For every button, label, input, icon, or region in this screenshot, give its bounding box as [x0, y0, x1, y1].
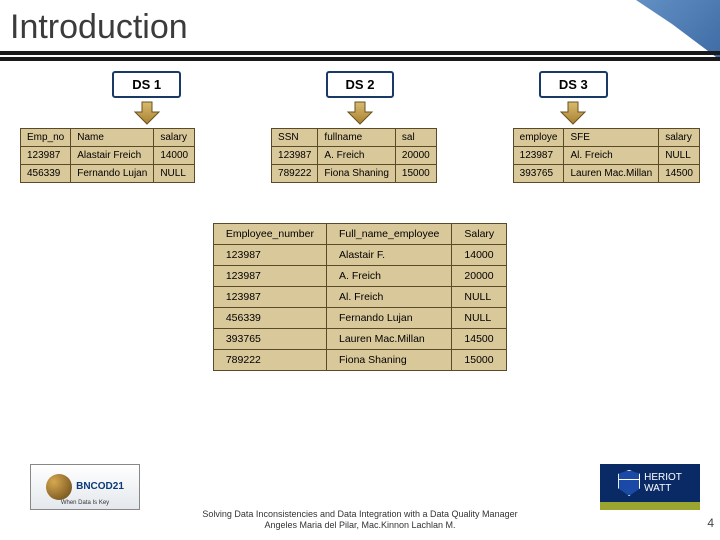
- cell: 14000: [452, 245, 507, 266]
- cell: NULL: [452, 287, 507, 308]
- down-arrow-icon: [346, 100, 374, 126]
- cell: NULL: [452, 308, 507, 329]
- col-header: SFE: [564, 129, 659, 147]
- merged-table: Employee_number Full_name_employee Salar…: [213, 223, 507, 371]
- table-row: 123987Al. FreichNULL: [213, 287, 506, 308]
- page-title: Introduction: [0, 0, 720, 51]
- cell: 123987: [213, 287, 326, 308]
- cell: Fernando Lujan: [326, 308, 451, 329]
- logo-left-text: BNCOD21: [76, 482, 124, 492]
- source-table-1: Emp_no Name salary 123987 Alastair Freic…: [20, 128, 195, 183]
- col-header: salary: [154, 129, 195, 147]
- cell: 789222: [272, 165, 318, 183]
- arrows-row: [0, 100, 720, 126]
- table-row: 789222 Fiona Shaning 15000: [272, 165, 437, 183]
- logo-left-sub: When Data Is Key: [31, 500, 139, 506]
- cell: 20000: [452, 266, 507, 287]
- title-double-rule: [0, 51, 720, 67]
- logo-right-line1: HERIOT: [644, 472, 682, 483]
- globe-icon: [46, 474, 72, 500]
- cell: 123987: [272, 147, 318, 165]
- col-header: Emp_no: [21, 129, 71, 147]
- col-header: Full_name_employee: [326, 224, 451, 245]
- col-header: employe: [513, 129, 564, 147]
- cell: Lauren Mac.Millan: [326, 329, 451, 350]
- cell: Fiona Shaning: [326, 350, 451, 371]
- cell: Lauren Mac.Millan: [564, 165, 659, 183]
- cell: 20000: [395, 147, 436, 165]
- cell: Alastair Freich: [71, 147, 154, 165]
- table-row: 393765Lauren Mac.Millan14500: [213, 329, 506, 350]
- shield-icon: [618, 470, 640, 496]
- cell: Fernando Lujan: [71, 165, 154, 183]
- col-header: salary: [659, 129, 700, 147]
- table-row: 123987 A. Freich 20000: [272, 147, 437, 165]
- source-labels-row: DS 1 DS 2 DS 3: [0, 71, 720, 98]
- col-header: Salary: [452, 224, 507, 245]
- table-row: 123987Alastair F.14000: [213, 245, 506, 266]
- cell: 123987: [213, 245, 326, 266]
- cell: NULL: [659, 147, 700, 165]
- col-header: fullname: [318, 129, 396, 147]
- footer-citation: Solving Data Inconsistencies and Data In…: [0, 509, 720, 532]
- cell: A. Freich: [318, 147, 396, 165]
- down-arrow-icon: [559, 100, 587, 126]
- table-row: 123987 Alastair Freich 14000: [21, 147, 195, 165]
- ds-box-3: DS 3: [539, 71, 608, 98]
- col-header: Name: [71, 129, 154, 147]
- footer-line2: Angeles Maria del Pilar, Mac.Kinnon Lach…: [0, 520, 720, 532]
- cell: A. Freich: [326, 266, 451, 287]
- merged-table-wrap: Employee_number Full_name_employee Salar…: [0, 223, 720, 371]
- cell: 14500: [659, 165, 700, 183]
- table-header-row: Employee_number Full_name_employee Salar…: [213, 224, 506, 245]
- table-row: 789222Fiona Shaning15000: [213, 350, 506, 371]
- cell: 123987: [513, 147, 564, 165]
- cell: 456339: [213, 308, 326, 329]
- cell: Alastair F.: [326, 245, 451, 266]
- cell: 393765: [213, 329, 326, 350]
- table-header-row: employe SFE salary: [513, 129, 699, 147]
- table-row: 123987 Al. Freich NULL: [513, 147, 699, 165]
- ds-box-1: DS 1: [112, 71, 181, 98]
- cell: 15000: [395, 165, 436, 183]
- table-row: 456339Fernando LujanNULL: [213, 308, 506, 329]
- source-table-3: employe SFE salary 123987 Al. Freich NUL…: [513, 128, 700, 183]
- cell: 789222: [213, 350, 326, 371]
- cell: 123987: [21, 147, 71, 165]
- table-header-row: SSN fullname sal: [272, 129, 437, 147]
- cell: Fiona Shaning: [318, 165, 396, 183]
- cell: NULL: [154, 165, 195, 183]
- ds-box-2: DS 2: [326, 71, 395, 98]
- col-header: SSN: [272, 129, 318, 147]
- cell: 14500: [452, 329, 507, 350]
- heriot-watt-logo: HERIOT WATT: [600, 464, 700, 510]
- col-header: sal: [395, 129, 436, 147]
- logo-right-text: HERIOT WATT: [644, 472, 682, 494]
- table-row: 456339 Fernando Lujan NULL: [21, 165, 195, 183]
- cell: 456339: [21, 165, 71, 183]
- source-table-2: SSN fullname sal 123987 A. Freich 20000 …: [271, 128, 437, 183]
- cell: Al. Freich: [326, 287, 451, 308]
- table-row: 123987A. Freich20000: [213, 266, 506, 287]
- footer-line1: Solving Data Inconsistencies and Data In…: [0, 509, 720, 521]
- down-arrow-icon: [133, 100, 161, 126]
- table-header-row: Emp_no Name salary: [21, 129, 195, 147]
- table-row: 393765 Lauren Mac.Millan 14500: [513, 165, 699, 183]
- cell: 15000: [452, 350, 507, 371]
- logo-right-line2: WATT: [644, 483, 682, 494]
- page-number: 4: [707, 516, 714, 530]
- cell: 393765: [513, 165, 564, 183]
- cell: Al. Freich: [564, 147, 659, 165]
- bncod-logo: BNCOD21 When Data Is Key: [30, 464, 140, 510]
- cell: 123987: [213, 266, 326, 287]
- col-header: Employee_number: [213, 224, 326, 245]
- source-tables-row: Emp_no Name salary 123987 Alastair Freic…: [0, 128, 720, 183]
- cell: 14000: [154, 147, 195, 165]
